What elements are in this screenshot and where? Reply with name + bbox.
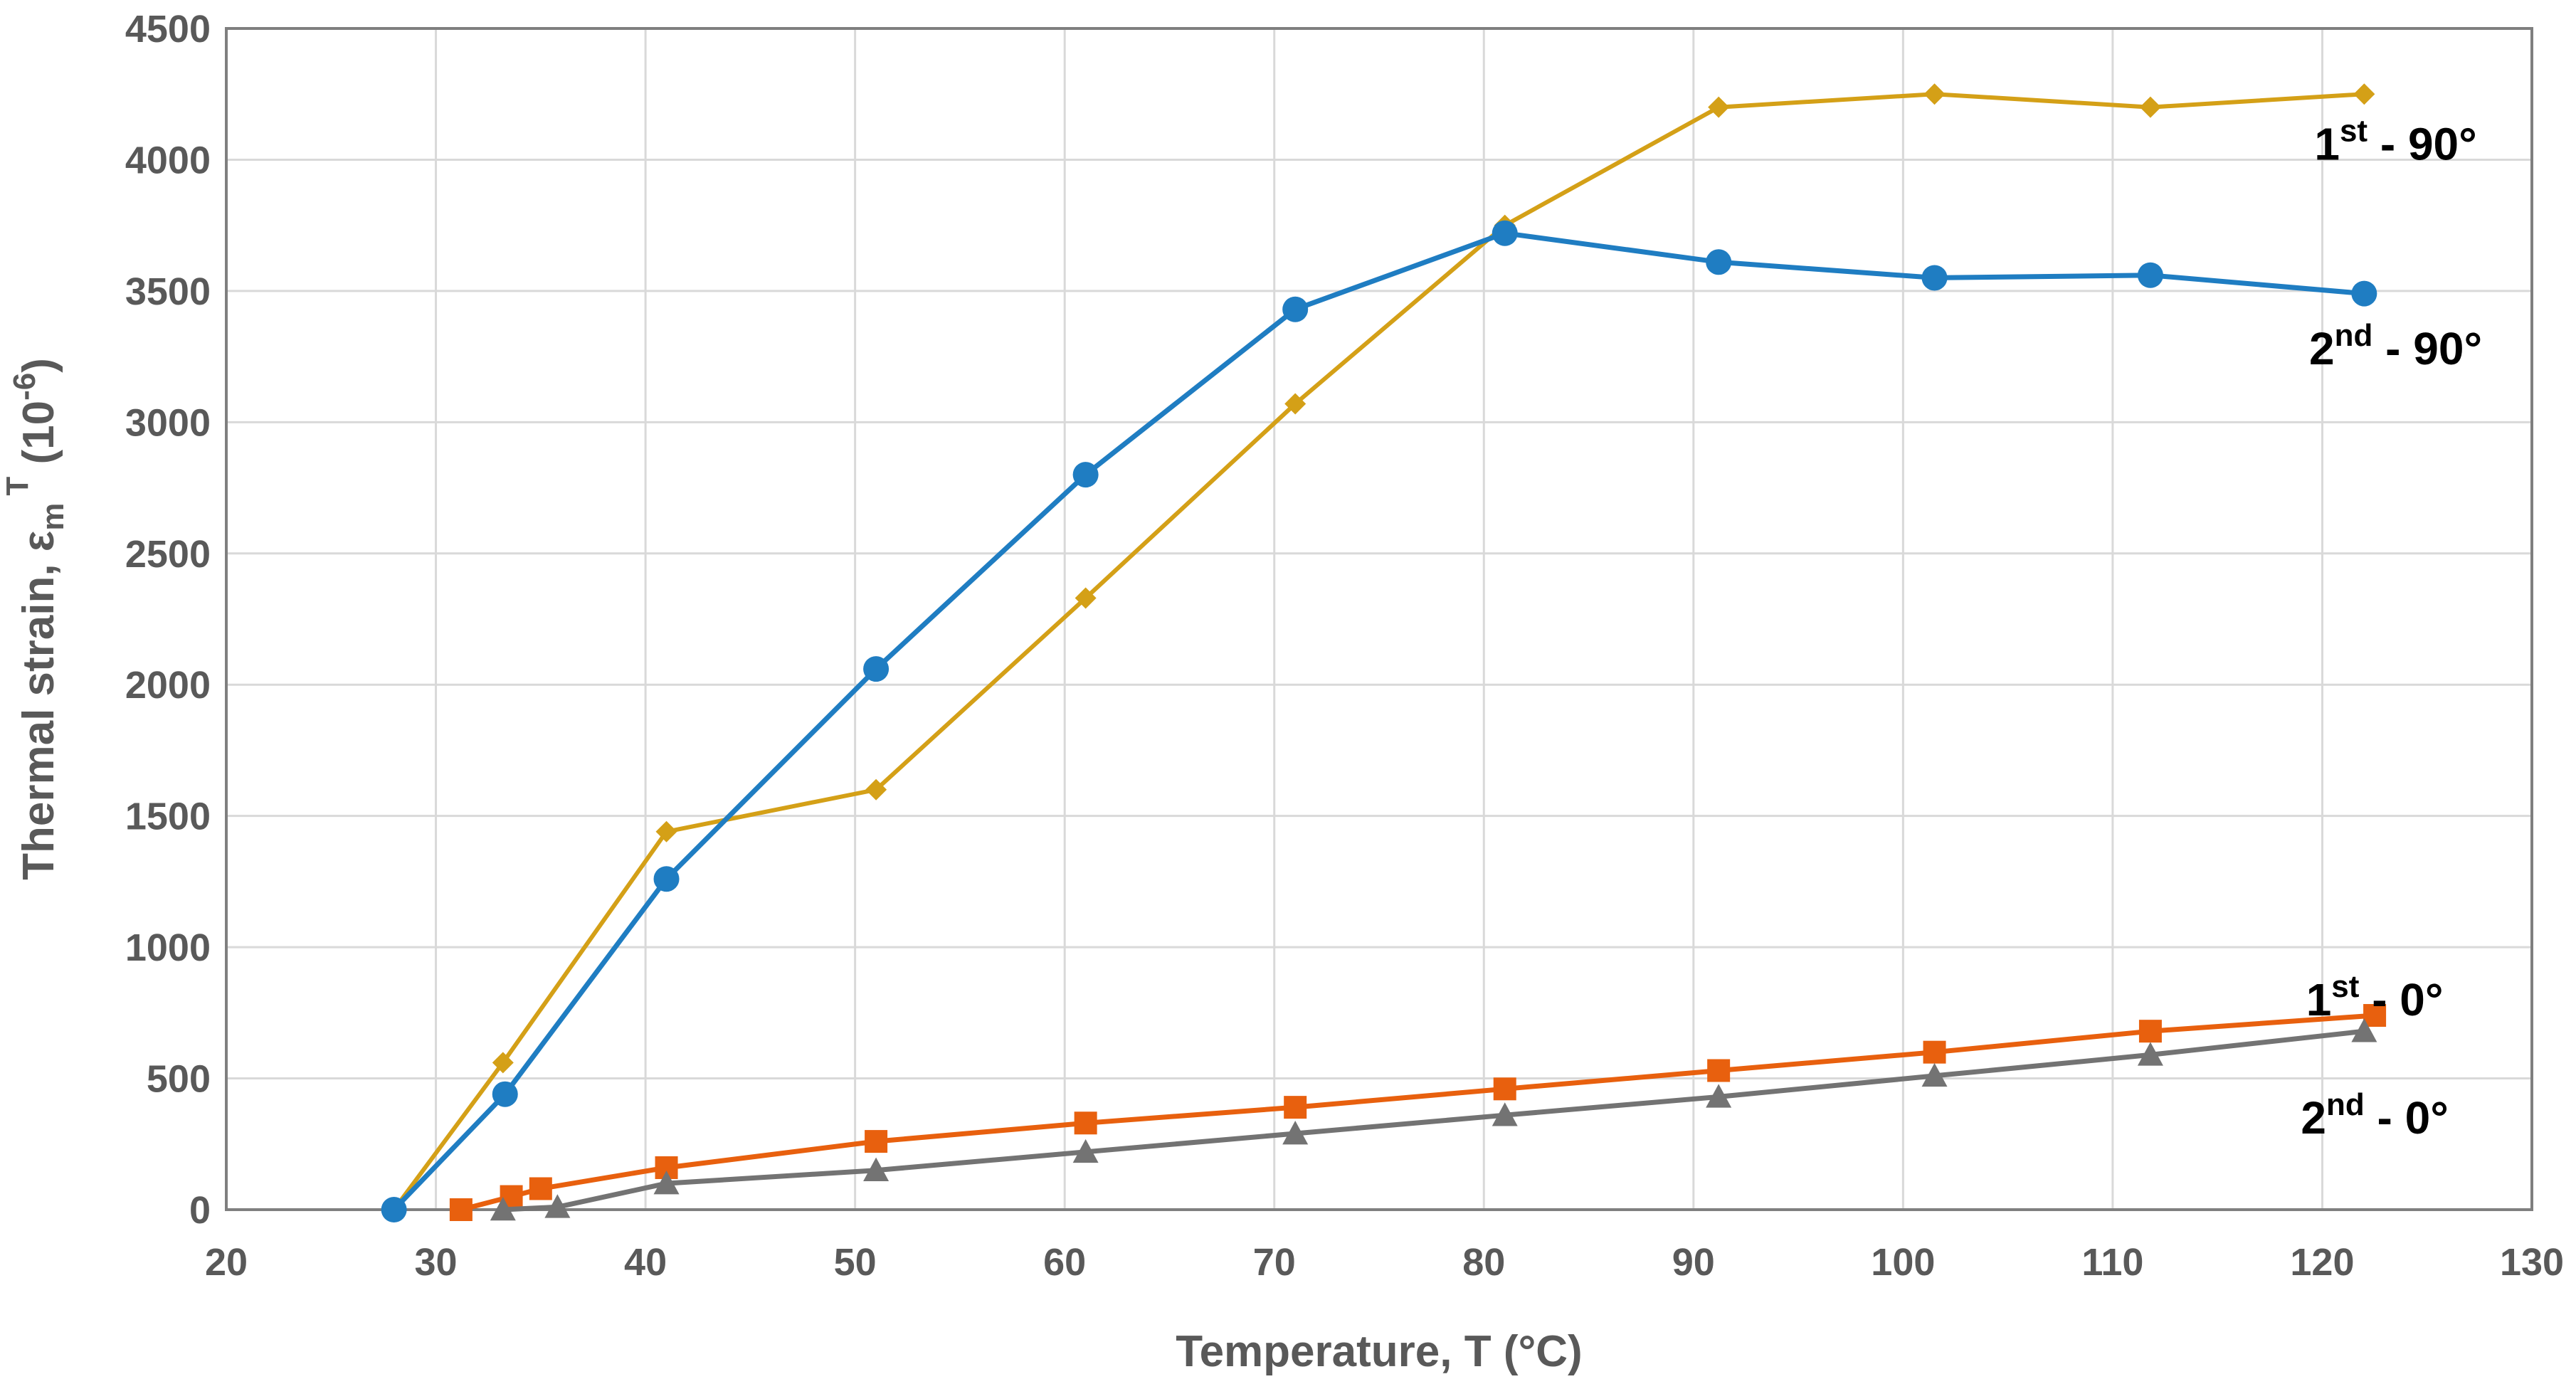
data-point [865, 1130, 888, 1153]
series-labels: 1st - 90° 2nd - 90° 1st - 0° 2nd - 0° [2301, 113, 2482, 1143]
y-tick-label: 4500 [125, 8, 211, 51]
data-point [1706, 1084, 1732, 1108]
data-point [653, 1171, 680, 1195]
x-tick-label: 130 [2500, 1241, 2564, 1284]
data-point [2139, 96, 2161, 118]
x-tick-label: 50 [834, 1241, 877, 1284]
y-tick-label: 2500 [125, 533, 211, 576]
data-point [2351, 280, 2377, 307]
series-label: 2nd - 0° [2301, 1087, 2448, 1143]
data-point [449, 1198, 473, 1221]
series-3 [490, 1018, 2377, 1221]
data-point [1282, 296, 1309, 322]
data-series [381, 83, 2387, 1222]
data-point [1072, 1139, 1099, 1163]
data-point [1074, 1111, 1097, 1135]
data-point [490, 1197, 516, 1221]
y-axis-title-subscript: m [36, 503, 70, 531]
x-tick-label: 110 [2081, 1241, 2143, 1284]
data-point [1921, 265, 1948, 291]
data-point [1923, 83, 1946, 105]
data-point [492, 1052, 514, 1074]
data-point [1708, 96, 1730, 118]
y-tick-label: 3500 [125, 270, 211, 313]
data-point [2137, 262, 2163, 288]
data-point [529, 1177, 552, 1200]
data-point [863, 1157, 890, 1181]
data-point [1282, 1121, 1309, 1145]
x-tick-label: 20 [205, 1241, 248, 1284]
data-point [2137, 1042, 2163, 1066]
x-tick-label: 30 [415, 1241, 458, 1284]
x-tick-label: 60 [1043, 1241, 1086, 1284]
x-tick-label: 40 [624, 1241, 667, 1284]
data-point [1706, 249, 1732, 275]
data-point [1707, 1059, 1731, 1082]
data-point [1493, 1077, 1516, 1101]
data-point [863, 656, 890, 682]
y-axis-title-unit-superscript: -6 [7, 373, 42, 401]
data-point [1492, 1102, 1518, 1126]
series-label: 2nd - 90° [2309, 318, 2482, 374]
y-tick-label: 1500 [125, 796, 211, 838]
y-tick-label: 0 [189, 1189, 211, 1232]
y-tick-label: 2000 [125, 664, 211, 707]
data-point [1284, 1096, 1307, 1119]
data-point [1492, 220, 1518, 246]
series-1 [381, 220, 2377, 1222]
data-point [1923, 1040, 1946, 1064]
x-tick-label: 120 [2290, 1241, 2354, 1284]
y-tick-label: 500 [147, 1058, 211, 1101]
series-label: 1st - 90° [2314, 113, 2476, 169]
plot-area-border [225, 27, 2533, 1211]
y-axis-title-prefix: Thermal strain, ε [14, 531, 63, 880]
data-point [1921, 1062, 1948, 1087]
y-tick-label: 1000 [125, 926, 211, 969]
data-point [1072, 462, 1099, 488]
y-axis-title: Thermal strain, εmT (10-6) [0, 358, 70, 880]
data-point [655, 820, 677, 842]
data-point [2138, 1020, 2162, 1043]
y-axis-tick-labels: 0 500 1000 1500 2000 2500 3000 3500 4000 4500 [125, 8, 211, 1232]
data-point [2363, 1004, 2387, 1028]
x-tick-label: 80 [1462, 1241, 1505, 1284]
data-point [2351, 1018, 2377, 1042]
y-axis-title-superscript: T [0, 477, 35, 496]
data-point [1284, 393, 1307, 415]
y-axis-title-unit-suffix: ) [14, 358, 63, 373]
y-axis-title-unit-prefix: (10 [14, 401, 63, 477]
x-tick-label: 100 [1871, 1241, 1935, 1284]
y-tick-label: 3000 [125, 401, 211, 444]
x-axis-tick-labels: 20 30 40 50 60 70 80 90 100 110 120 130 [205, 1241, 2564, 1284]
x-tick-label: 90 [1672, 1241, 1715, 1284]
data-point [492, 1081, 518, 1107]
series-label: 1st - 0° [2306, 969, 2444, 1025]
data-point [865, 778, 887, 801]
data-point [1075, 587, 1097, 609]
y-tick-label: 4000 [125, 139, 211, 181]
data-point [2353, 83, 2375, 105]
data-point [544, 1194, 571, 1218]
x-axis-title: Temperature, T (°C) [1176, 1327, 1582, 1376]
x-tick-label: 70 [1253, 1241, 1296, 1284]
data-point [653, 866, 680, 892]
data-point [381, 1197, 407, 1222]
